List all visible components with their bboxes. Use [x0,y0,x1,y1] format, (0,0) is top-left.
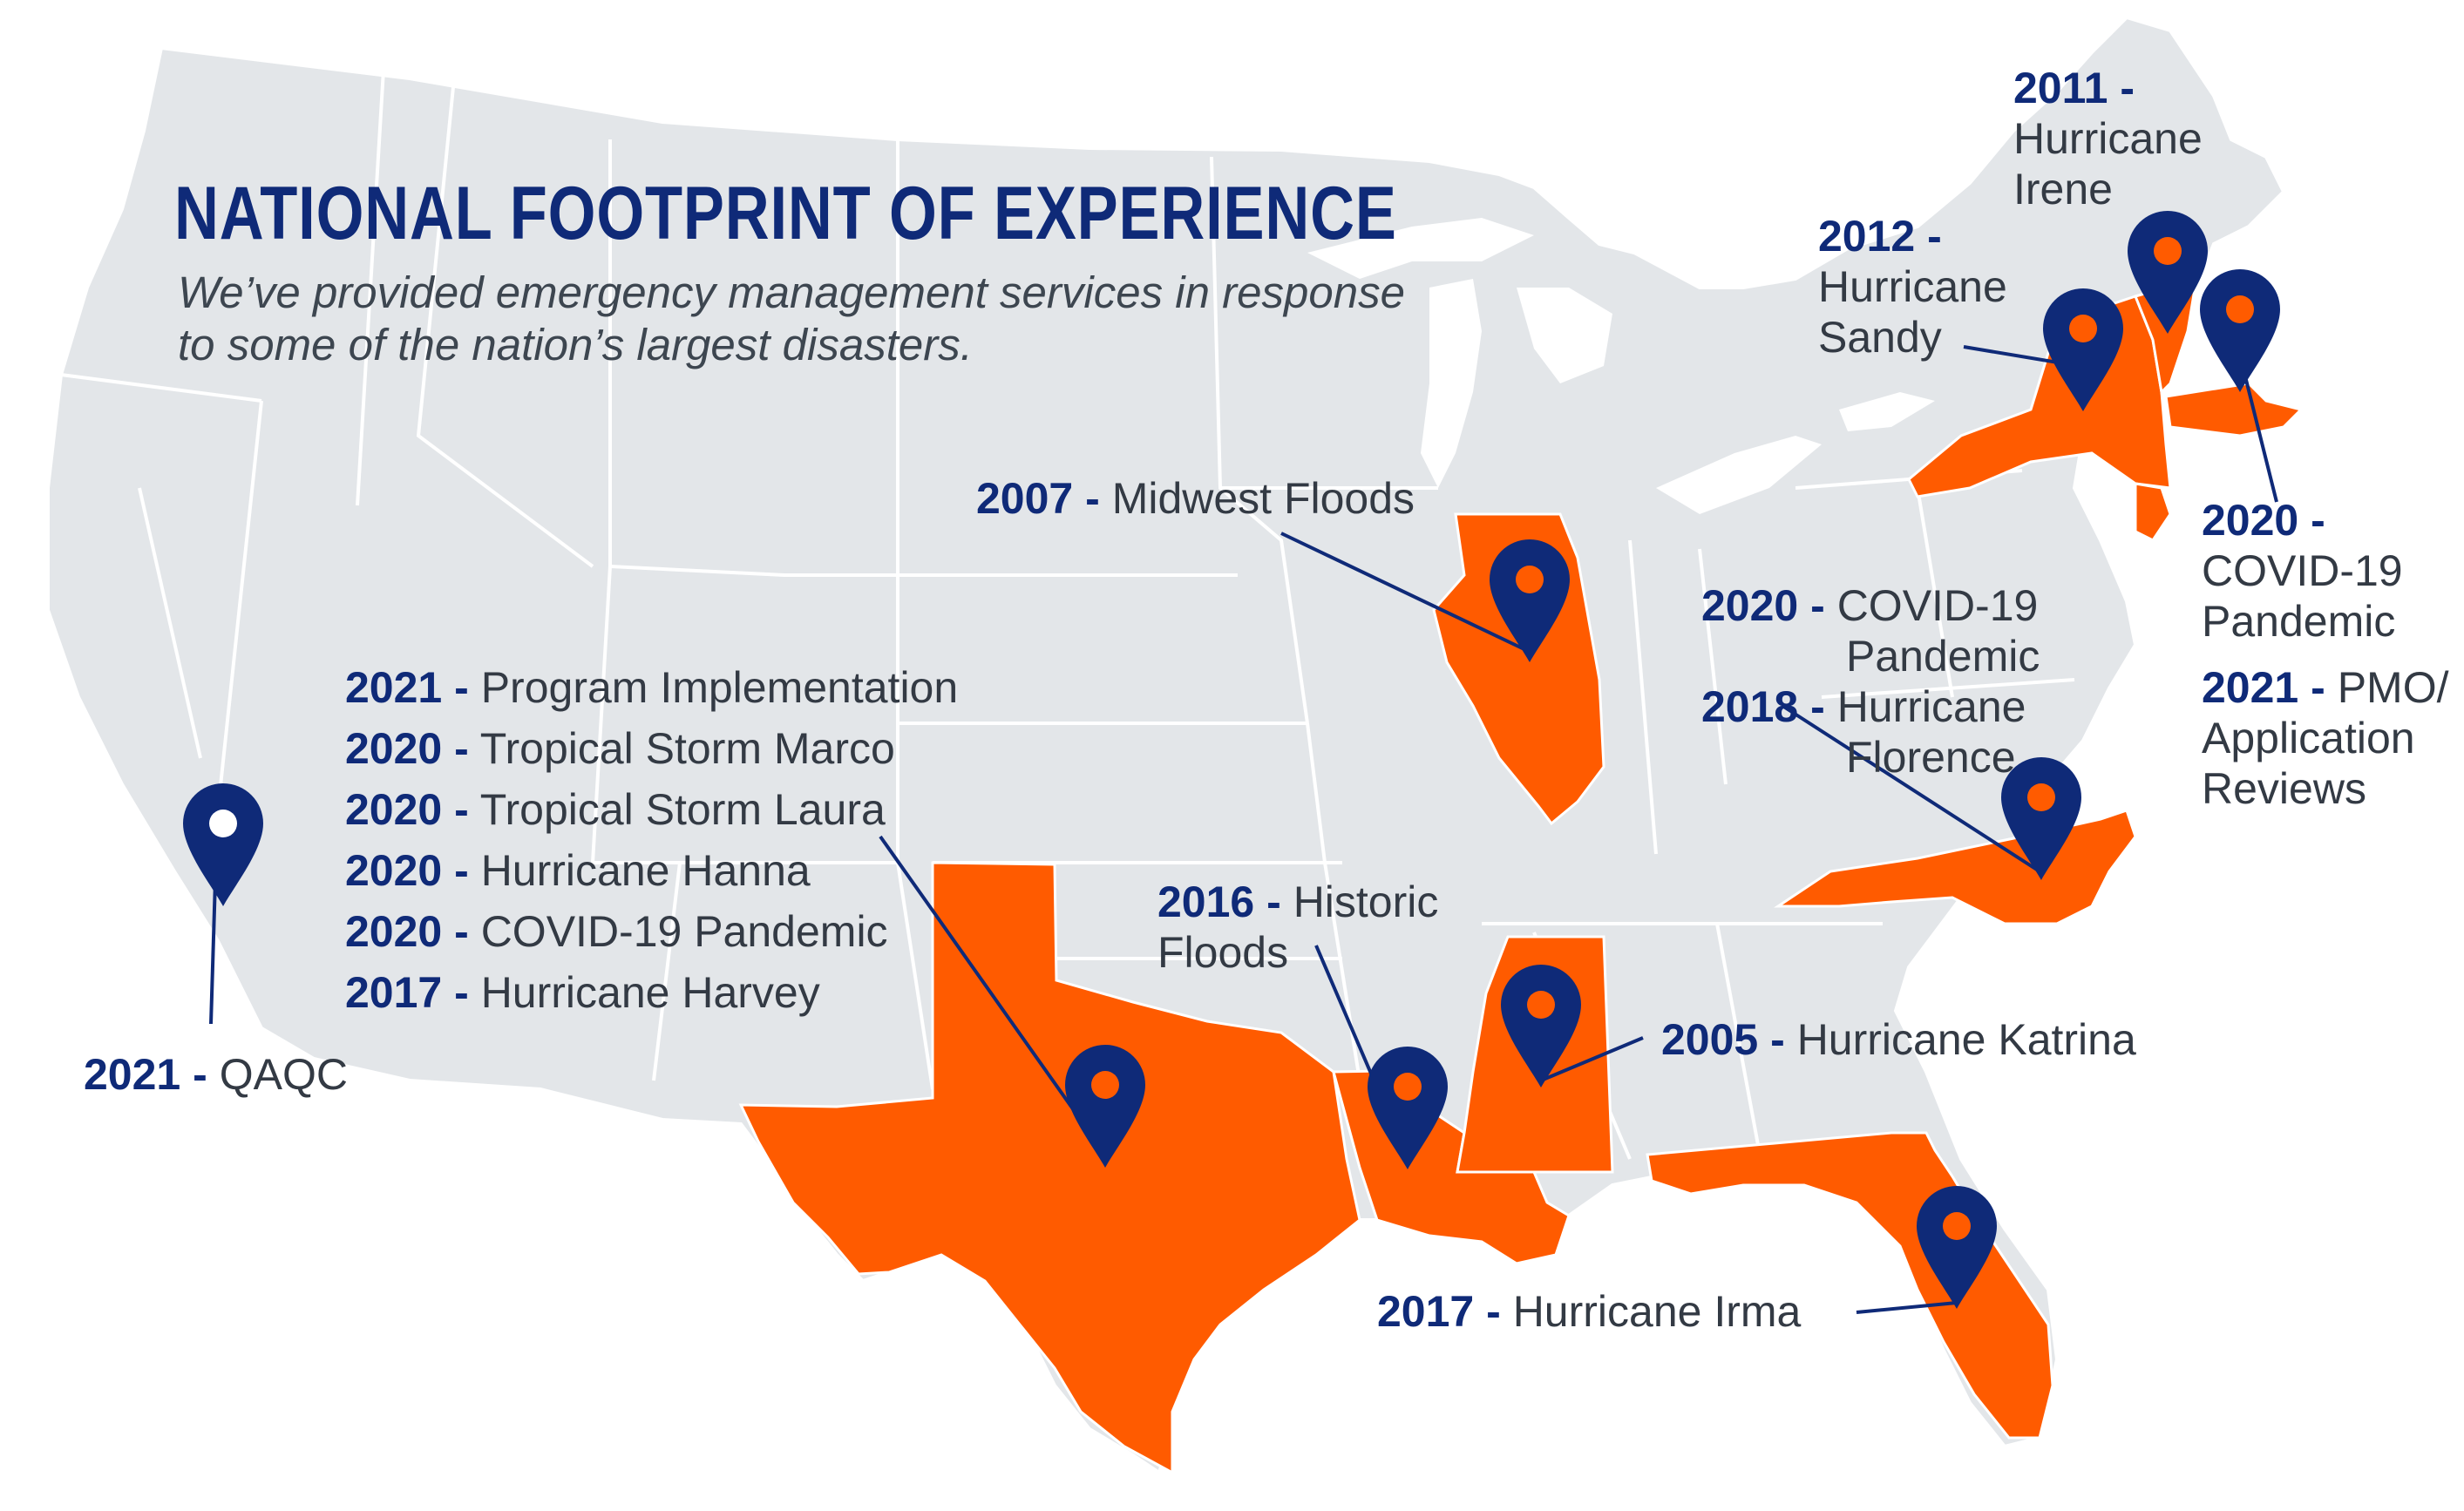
great-lakes [1307,218,1935,514]
year: 2017 [1377,1287,1475,1336]
page-subtitle: We’ve provided emergency management serv… [178,268,1405,369]
map-pin-icon [1917,1186,1997,1309]
map-pin-icon [1490,539,1570,662]
label-louisiana: 2016 - Historic Floods [1157,877,1439,977]
page-title: NATIONAL FOOTPRINT OF EXPERIENCE [174,172,1397,255]
map-pin-icon [2128,211,2208,334]
label-north-carolina: 2020 - COVID-19 Pandemic 2018 - Hurrican… [1701,581,2040,782]
year: 2021 [2202,663,2299,712]
year: 2021 [84,1050,181,1099]
state-florida [1646,1131,2054,1440]
map-pins [183,211,2280,1309]
map-pin-icon [1065,1045,1145,1168]
label-california: 2021 - QAQC [84,1050,348,1099]
event-row: 2020 - Hurricane Hanna [345,846,811,895]
year: 2005 [1661,1015,1759,1064]
year: 2007 [976,474,1074,523]
year: 2012 [1818,212,1916,261]
map-pin-icon [1368,1047,1448,1169]
map-pin-icon [1501,965,1581,1088]
map-pin-icon [2001,757,2081,880]
event-row: 2020 - Tropical Storm Laura [345,785,886,834]
label-new-york: 2012 - Hurricane Sandy [1818,212,2007,362]
state-new-jersey [2134,482,2172,542]
event-row: 2017 - Hurricane Harvey [345,968,820,1017]
map-pin-icon [2043,288,2123,411]
year: 2018 [1701,682,1799,731]
label-texas: 2021 - Program Implementation 2020 - Tro… [345,662,958,1028]
year: 2016 [1157,877,1255,926]
year: 2011 [2013,64,2108,112]
label-vermont: 2011 - Hurricane Irene [2013,64,2203,213]
label-illinois: 2007 - Midwest Floods [976,474,1415,523]
event-row: 2020 - Tropical Storm Marco [345,724,895,773]
label-massachusetts: 2020 - COVID-19 Pandemic 2021 - PMO/ App… [2202,496,2449,813]
event: QAQC [219,1050,348,1099]
label-mississippi: 2005 - Hurricane Katrina [1661,1015,2136,1064]
state-borders [60,69,2075,1160]
map-pin-icon [2200,269,2280,392]
map-pin-icon [183,783,263,906]
state-texas [738,861,1361,1475]
event-row: 2020 - COVID-19 Pandemic [345,907,888,956]
year: 2020 [2202,496,2299,545]
event-row: 2021 - Program Implementation [345,663,959,712]
year: 2020 [1701,581,1799,630]
label-florida: 2017 - Hurricane Irma [1377,1287,1802,1336]
us-land [46,15,2286,1476]
state-massachusetts [2164,382,2304,437]
